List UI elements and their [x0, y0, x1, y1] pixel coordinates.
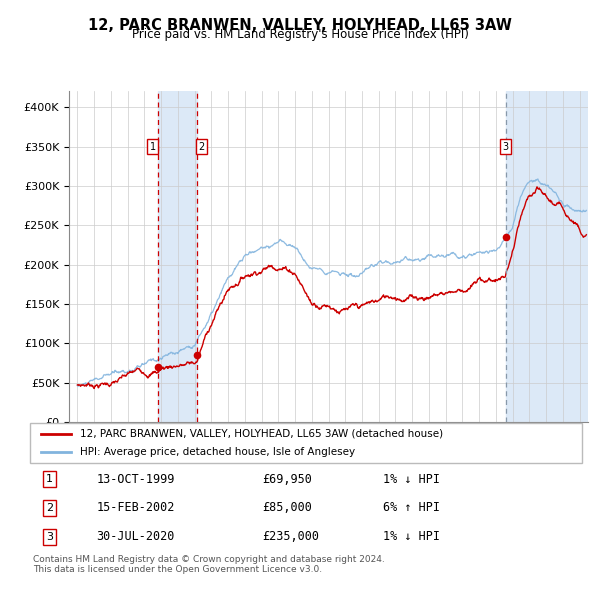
Text: 1: 1: [46, 474, 53, 484]
Text: 15-FEB-2002: 15-FEB-2002: [96, 502, 175, 514]
Text: 1: 1: [149, 142, 155, 152]
Text: This data is licensed under the Open Government Licence v3.0.: This data is licensed under the Open Gov…: [33, 565, 322, 574]
Text: £69,950: £69,950: [262, 473, 312, 486]
Text: £85,000: £85,000: [262, 502, 312, 514]
Text: 3: 3: [503, 142, 509, 152]
Text: 12, PARC BRANWEN, VALLEY, HOLYHEAD, LL65 3AW (detached house): 12, PARC BRANWEN, VALLEY, HOLYHEAD, LL65…: [80, 429, 443, 439]
FancyBboxPatch shape: [30, 423, 582, 463]
Text: 2: 2: [199, 142, 205, 152]
Text: 1% ↓ HPI: 1% ↓ HPI: [383, 473, 440, 486]
Text: 13-OCT-1999: 13-OCT-1999: [96, 473, 175, 486]
Text: 1% ↓ HPI: 1% ↓ HPI: [383, 530, 440, 543]
Text: 6% ↑ HPI: 6% ↑ HPI: [383, 502, 440, 514]
Text: 2: 2: [46, 503, 53, 513]
Text: Contains HM Land Registry data © Crown copyright and database right 2024.: Contains HM Land Registry data © Crown c…: [33, 555, 385, 563]
Bar: [158, 91, 197, 422]
Bar: [506, 91, 588, 422]
Text: HPI: Average price, detached house, Isle of Anglesey: HPI: Average price, detached house, Isle…: [80, 447, 355, 457]
Text: 30-JUL-2020: 30-JUL-2020: [96, 530, 175, 543]
Text: 3: 3: [46, 532, 53, 542]
Text: £235,000: £235,000: [262, 530, 319, 543]
Text: Price paid vs. HM Land Registry's House Price Index (HPI): Price paid vs. HM Land Registry's House …: [131, 28, 469, 41]
Text: 12, PARC BRANWEN, VALLEY, HOLYHEAD, LL65 3AW: 12, PARC BRANWEN, VALLEY, HOLYHEAD, LL65…: [88, 18, 512, 32]
